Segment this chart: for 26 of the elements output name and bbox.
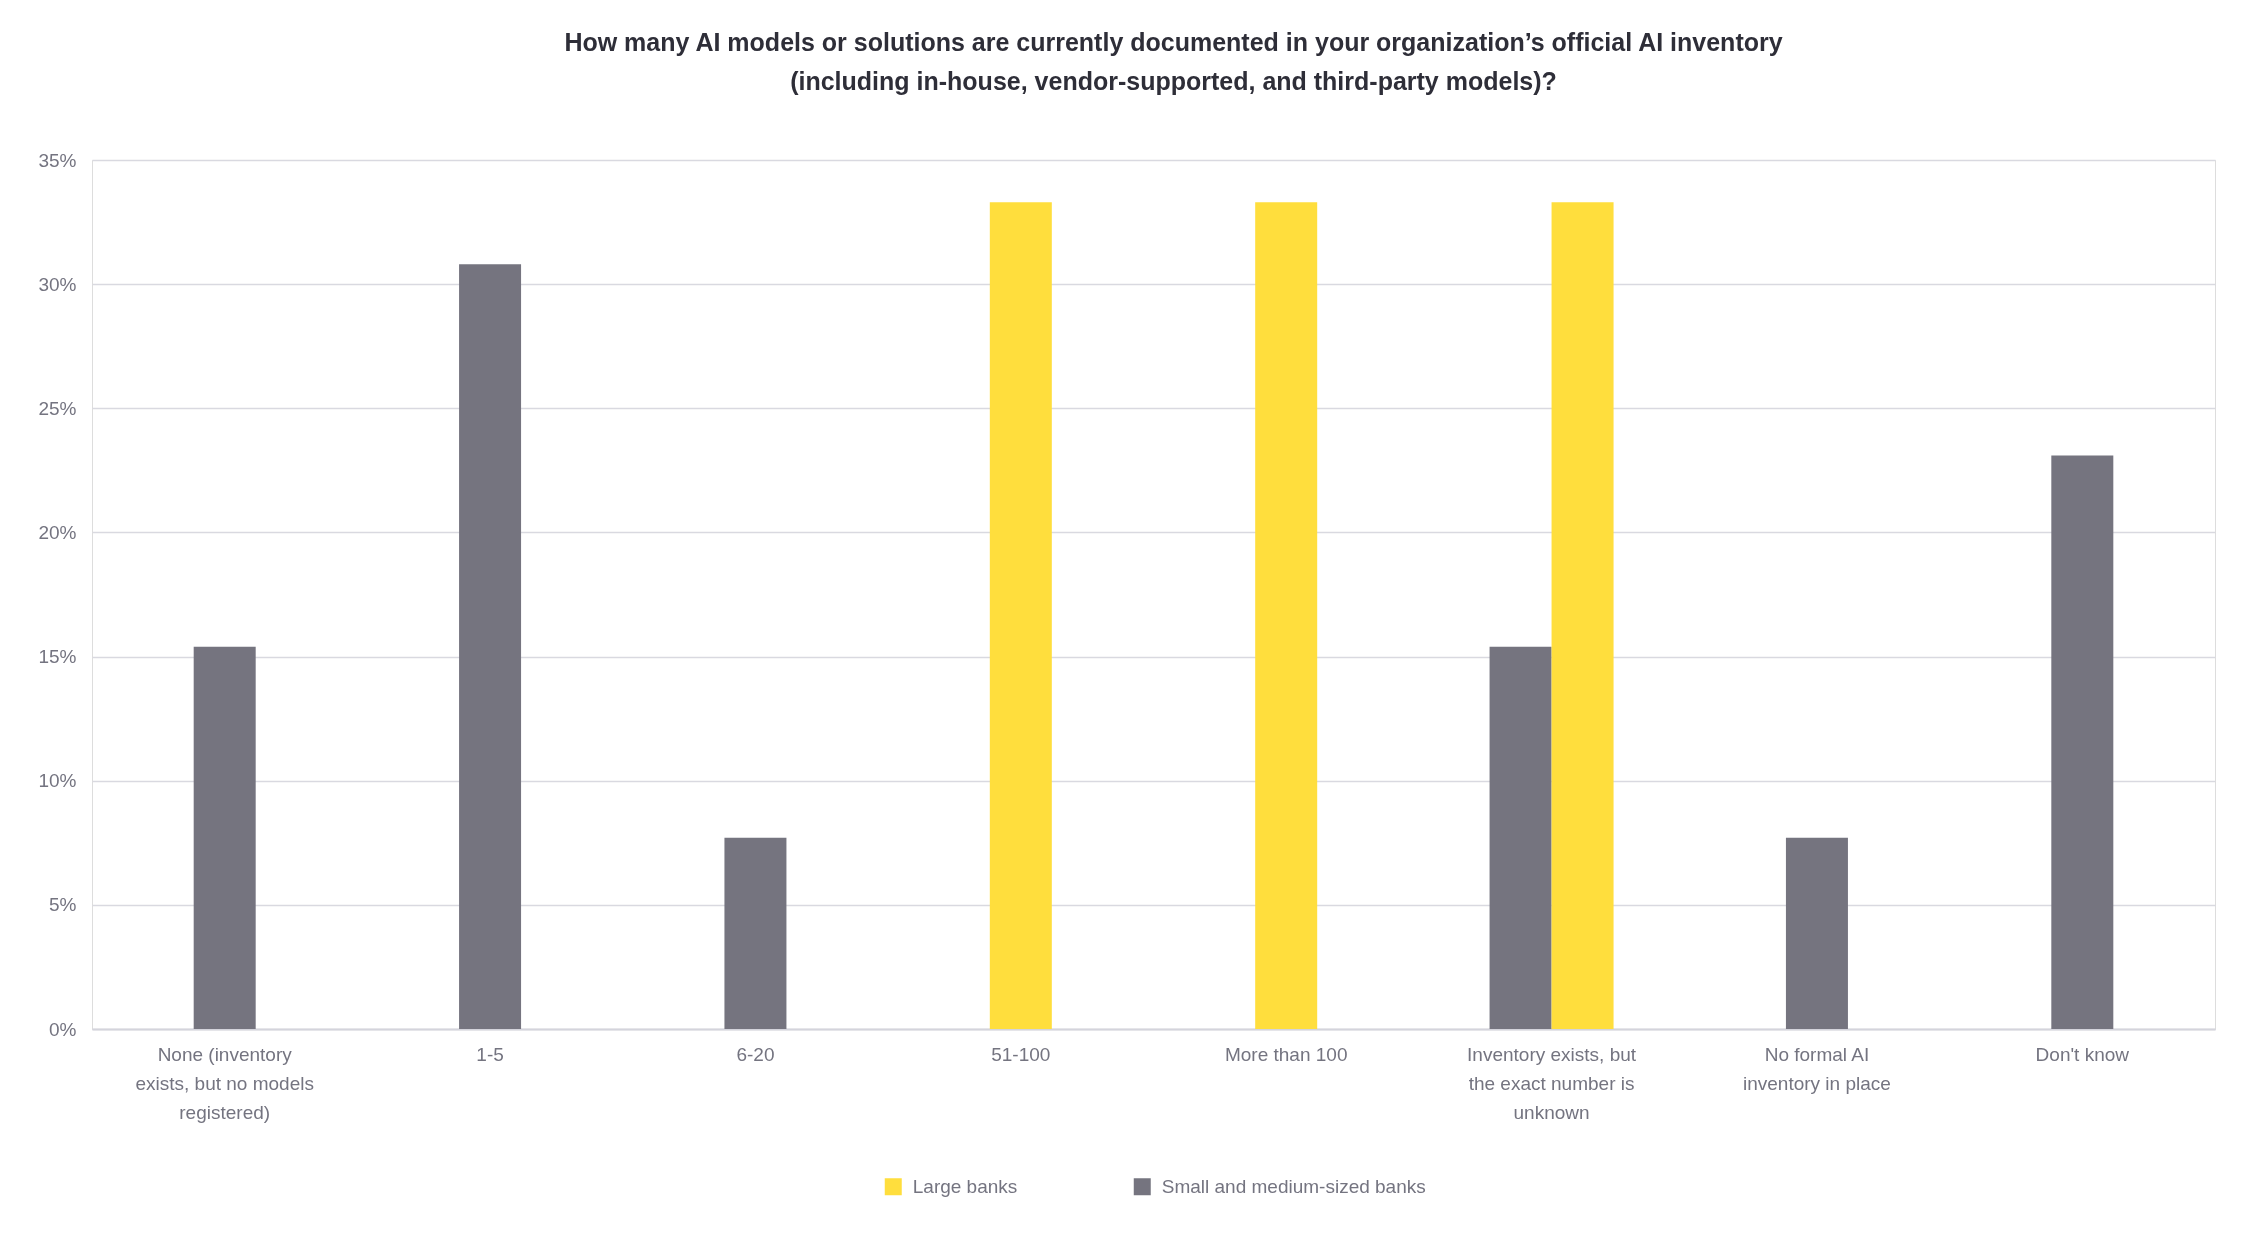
y-tick-label: 10% xyxy=(38,770,77,792)
y-tick-label: 30% xyxy=(38,273,77,295)
x-tick-label: None (inventory exists, but no models registered) xyxy=(135,1043,314,1123)
x-tick-label: Inventory exists, but the exact number is unknown xyxy=(1467,1043,1637,1123)
y-tick-label: 35% xyxy=(38,149,77,171)
x-tick-label: 1-5 xyxy=(476,1043,504,1065)
bar xyxy=(724,837,787,1029)
bar xyxy=(1255,202,1318,1029)
legend-label: Small and medium-sized banks xyxy=(1161,1175,1426,1197)
bar xyxy=(989,202,1052,1029)
x-tick-label: No formal AI inventory in place xyxy=(1743,1043,1891,1094)
bar xyxy=(459,264,522,1029)
y-tick-label: 25% xyxy=(38,397,77,419)
x-tick-label: 51-100 xyxy=(991,1043,1051,1065)
legend-label: Large banks xyxy=(912,1175,1018,1197)
x-tick-label: 6-20 xyxy=(736,1043,775,1065)
x-tick-label: Don't know xyxy=(2035,1043,2130,1065)
bar xyxy=(2051,455,2114,1029)
y-tick-label: 0% xyxy=(49,1018,77,1040)
y-tick-label: 5% xyxy=(49,894,77,916)
x-tick-label: More than 100 xyxy=(1224,1043,1348,1065)
y-tick-label: 20% xyxy=(38,521,77,543)
chart-title: How many AI models or solutions are currently documented in your organization’s official AI inventory (including in-house, vendor-supported, and third-party models)? xyxy=(564,28,1783,95)
y-tick-label: 15% xyxy=(38,646,77,668)
bar xyxy=(193,646,256,1029)
bar xyxy=(1785,837,1848,1029)
